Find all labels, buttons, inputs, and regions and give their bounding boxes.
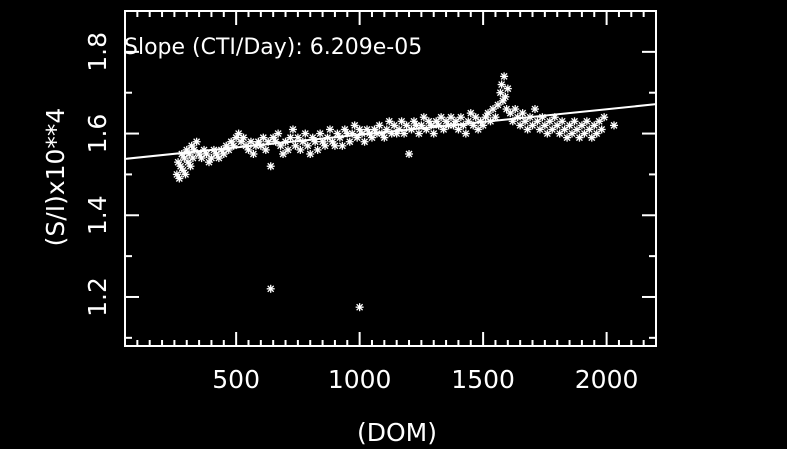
data-point: [313, 145, 322, 154]
data-point: [264, 137, 273, 146]
data-point: [318, 137, 327, 146]
data-point: [181, 170, 190, 179]
data-point: [434, 121, 443, 130]
slope-annotation: Slope (CTI/Day): 6.209e-05: [124, 35, 422, 60]
data-point: [466, 109, 475, 118]
data-point: [286, 133, 295, 142]
tick-marks: [125, 10, 657, 346]
data-point: [497, 80, 506, 89]
data-point: [400, 129, 409, 138]
data-point: [246, 137, 255, 146]
data-point: [582, 117, 591, 126]
data-point: [266, 284, 275, 293]
data-point: [565, 121, 574, 130]
x-axis-label: (DOM): [357, 418, 437, 447]
data-point: [511, 105, 520, 114]
data-point: [550, 113, 559, 122]
data-point: [323, 133, 332, 142]
data-point: [348, 129, 357, 138]
data-point: [600, 113, 609, 122]
data-point: [330, 141, 339, 150]
data-point: [249, 149, 258, 158]
data-point: [325, 125, 334, 134]
data-point: [311, 137, 320, 146]
data-point: [500, 72, 509, 81]
y-tick-label: 1.6: [83, 114, 112, 154]
data-point: [192, 137, 201, 146]
data-point: [459, 121, 468, 130]
data-point: [558, 117, 567, 126]
data-point: [345, 137, 354, 146]
data-point: [175, 174, 184, 183]
data-point: [188, 154, 197, 163]
data-point: [429, 129, 438, 138]
data-point: [570, 117, 579, 126]
data-point: [274, 129, 283, 138]
data-point: [405, 149, 414, 158]
data-point: [387, 129, 396, 138]
data-point: [501, 92, 510, 101]
data-point: [530, 105, 539, 114]
x-tick-label: 500: [212, 365, 260, 394]
data-point: [526, 113, 535, 122]
data-point: [301, 129, 310, 138]
data-point: [414, 129, 423, 138]
data-point: [209, 145, 218, 154]
data-point: [610, 121, 619, 130]
data-point: [518, 109, 527, 118]
data-point: [353, 133, 362, 142]
data-point: [479, 121, 488, 130]
y-tick-label: 1.8: [83, 32, 112, 72]
x-tick-label: 1000: [328, 365, 392, 394]
data-point: [597, 125, 606, 134]
x-tick-label: 2000: [575, 365, 639, 394]
data-point: [380, 133, 389, 142]
data-point: [360, 137, 369, 146]
data-point: [284, 145, 293, 154]
data-point: [513, 113, 522, 122]
data-point: [303, 141, 312, 150]
y-tick-label: 1.2: [83, 277, 112, 317]
tick-labels: 500 1000 1500 2000 1.2 1.4 1.6 1.8: [83, 32, 638, 394]
data-point: [335, 133, 344, 142]
data-point: [491, 113, 500, 122]
data-point: [229, 141, 238, 150]
data-point: [577, 121, 586, 130]
data-point: [266, 162, 275, 171]
data-point: [461, 129, 470, 138]
data-point: [316, 129, 325, 138]
data-point: [321, 141, 330, 150]
y-axis-label: (S/I)x10**4: [41, 108, 70, 247]
data-point: [355, 303, 364, 312]
data-point: [186, 162, 195, 171]
data-point: [417, 121, 426, 130]
data-point: [538, 113, 547, 122]
data-point: [239, 133, 248, 142]
data-point: [338, 141, 347, 150]
data-point: [375, 121, 384, 130]
data-point: [261, 145, 270, 154]
data-point: [456, 113, 465, 122]
data-point: [306, 149, 315, 158]
data-point: [503, 84, 512, 93]
plot-frame: [124, 10, 657, 347]
x-tick-label: 1500: [451, 365, 515, 394]
data-point: [340, 125, 349, 134]
data-point: [288, 125, 297, 134]
data-points: [172, 72, 619, 312]
data-point: [296, 145, 305, 154]
data-point: [271, 137, 280, 146]
data-point: [439, 125, 448, 134]
data-point: [553, 121, 562, 130]
data-point: [568, 129, 577, 138]
y-tick-label: 1.4: [83, 195, 112, 235]
